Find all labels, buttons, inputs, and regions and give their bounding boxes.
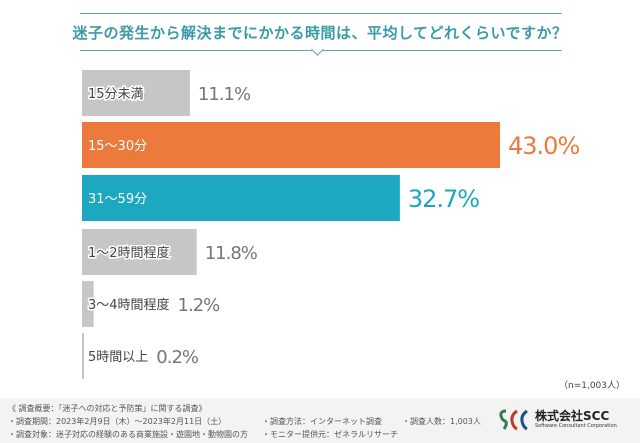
sample-size: （n=1,003人）	[558, 381, 625, 391]
survey-count: ・調査人数：1,003人	[402, 417, 481, 426]
value-label: 1.2%	[178, 295, 221, 316]
footer: 《 調査概要：「迷子への対応と予防策」に関する調査》 ・調査期間：2023年2月…	[0, 398, 640, 443]
value-label: 32.7%	[408, 185, 479, 213]
scc-logo-icon	[499, 409, 528, 431]
bar	[82, 175, 400, 221]
category-label: 15～30分	[88, 139, 147, 154]
monitor-provider: ・モニター提供元：ゼネラルリサーチ	[262, 430, 398, 439]
chart-title: 迷子の発生から解決までにかかる時間は、平均してどれくらいですか？	[72, 24, 568, 42]
bar	[82, 122, 500, 168]
category-label: 15分未満	[88, 87, 144, 102]
survey-summary: 《 調査概要：「迷子への対応と予防策」に関する調査》	[8, 404, 207, 413]
company-subtitle: Software Consultant Corporation	[535, 423, 617, 429]
value-label: 11.8%	[205, 243, 258, 264]
category-label: 1～2時間程度	[88, 245, 170, 261]
category-label: 31～59分	[88, 192, 147, 207]
value-label: 43.0%	[508, 132, 579, 160]
company-name: 株式会社SCC	[535, 409, 610, 423]
bar	[82, 333, 84, 379]
title-top-rule	[80, 13, 562, 14]
survey-target: ・調査対象：迷子対応の経験のある商業施設・遊園地・動物園の方	[8, 430, 248, 439]
value-label: 11.1%	[198, 84, 251, 105]
bar	[82, 229, 197, 275]
category-label: 3～4時間程度	[88, 297, 170, 313]
survey-method: ・調査方法：インターネット調査	[262, 417, 382, 426]
bar-chart: 15分未満 11.1% 15～30分 43.0% 31～59分 32.7% 1～2時間程度 1…	[82, 70, 580, 379]
category-label: 5時間以上	[88, 350, 148, 365]
bar	[82, 281, 94, 327]
survey-period: ・調査期間：2023年2月9日（木）～2023年2月11日（土）	[8, 417, 227, 426]
value-label: 0.2%	[156, 347, 199, 368]
bar	[82, 70, 190, 116]
